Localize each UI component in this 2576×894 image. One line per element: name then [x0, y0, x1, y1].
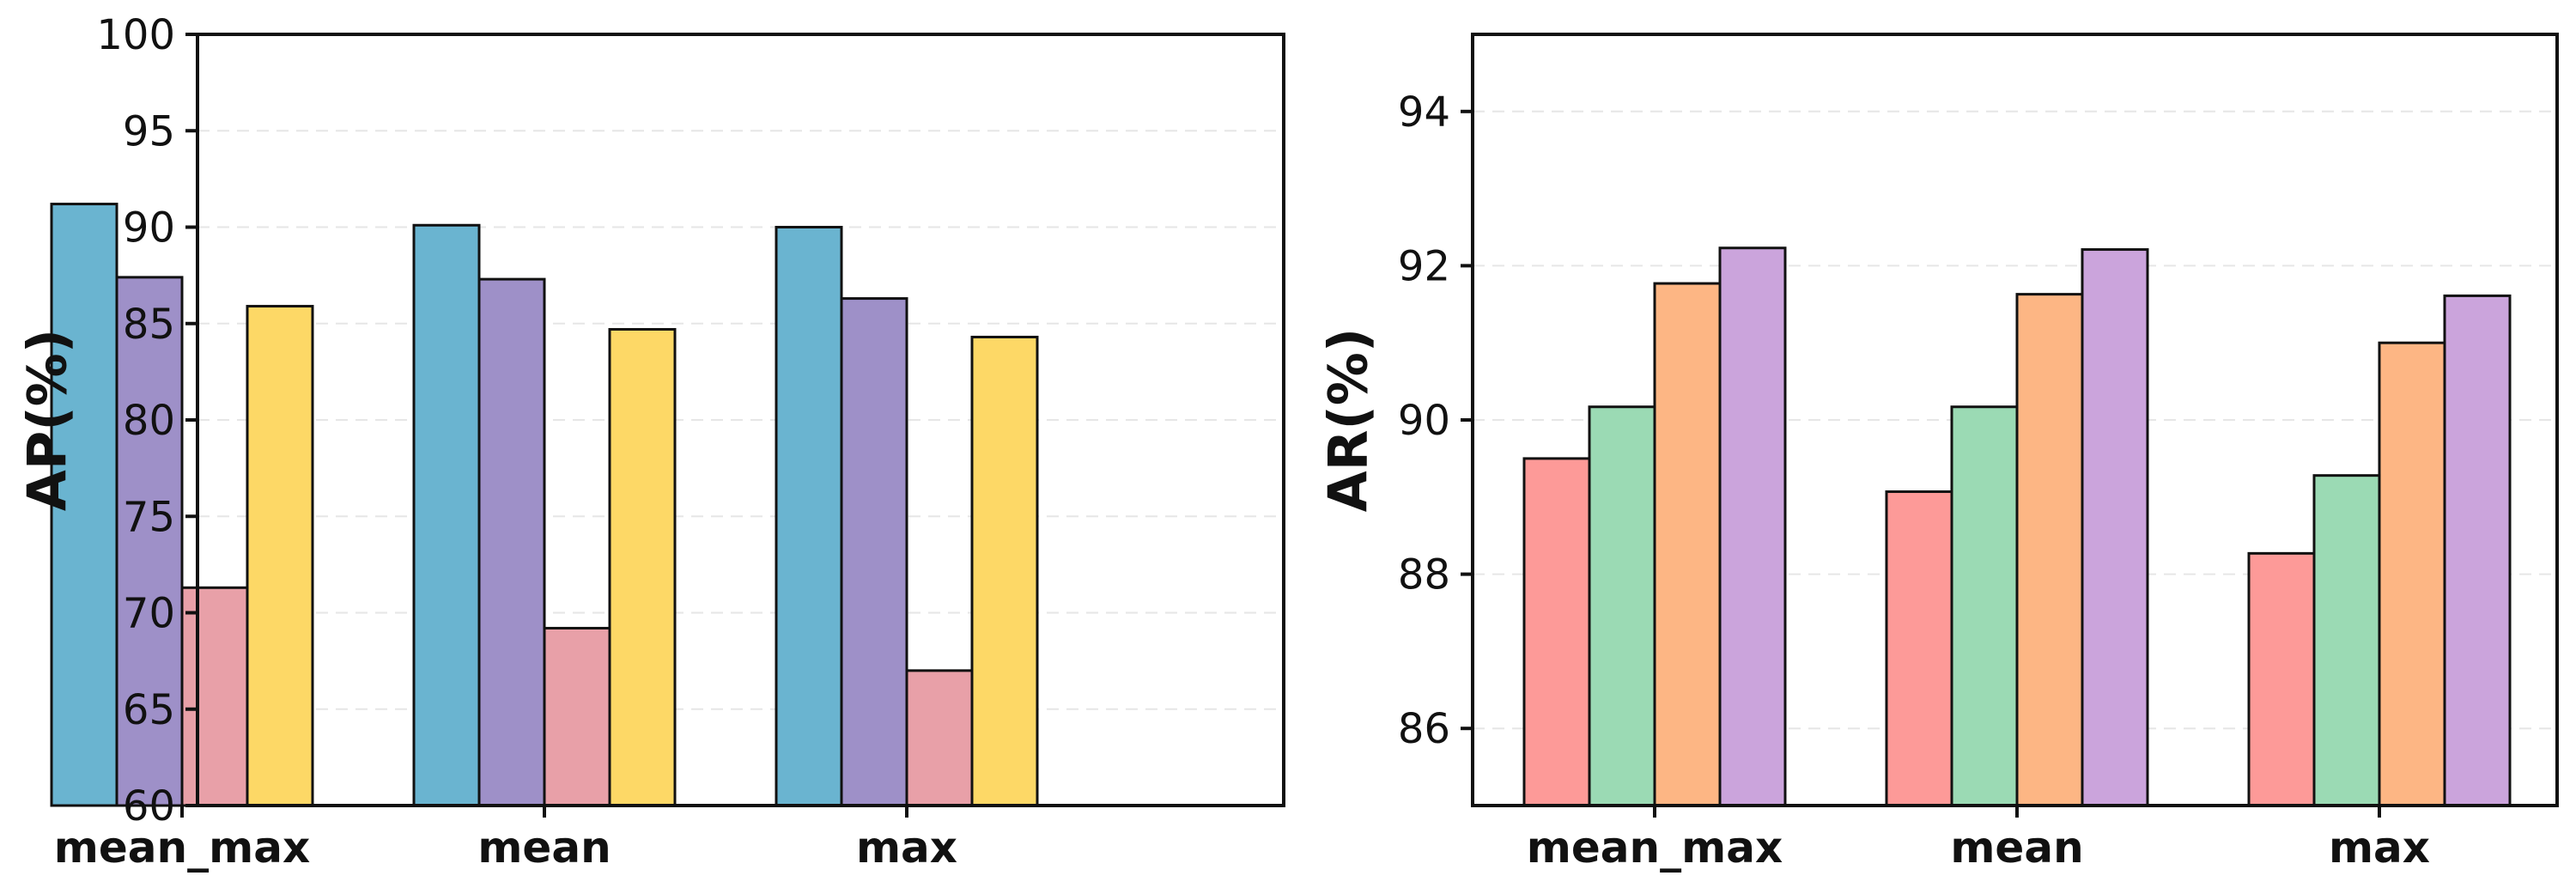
bar — [2081, 248, 2149, 807]
bar — [543, 626, 611, 807]
x-tick-label: max — [856, 823, 957, 873]
plot-frame — [1471, 33, 2559, 807]
y-tick-label: 95 — [123, 107, 175, 155]
bar — [775, 226, 843, 807]
y-tick-label: 100 — [96, 11, 175, 59]
y-tick-label: 90 — [1398, 397, 1450, 445]
y-tick-label: 85 — [123, 301, 175, 349]
x-tick-label: max — [2329, 823, 2430, 873]
bar — [412, 223, 481, 807]
y-tick-label: 86 — [1398, 705, 1450, 753]
y-tick-label: 60 — [123, 782, 175, 830]
y-tick-label: 90 — [123, 204, 175, 252]
bar — [840, 297, 908, 807]
y-tick-label: 75 — [123, 493, 175, 541]
y-tick-label: 80 — [123, 397, 175, 445]
bar — [1885, 490, 1953, 807]
bar — [2015, 293, 2084, 807]
bar — [608, 327, 677, 807]
x-tick-label: mean_max — [1527, 823, 1783, 873]
bar — [1950, 405, 2019, 807]
ar-chart-panel: mean_max mean max 86 88 90 92 94 AR(%) — [1317, 33, 2559, 873]
bar — [477, 277, 546, 807]
y-axis-label: AR(%) — [1317, 328, 1380, 513]
bar — [1522, 457, 1591, 807]
plot-frame — [196, 33, 1285, 807]
y-axis-label: AP(%) — [16, 329, 79, 511]
ap-chart-panel: mean_max mean max 60 65 70 75 80 85 90 95 100 AP(%) — [16, 11, 1285, 873]
bar — [905, 669, 974, 807]
bar — [970, 335, 1039, 807]
bar — [2312, 474, 2381, 807]
y-tick-label: 65 — [123, 686, 175, 734]
y-tick-label: 88 — [1398, 551, 1450, 599]
x-tick-label: mean — [1950, 823, 2083, 873]
bar — [2378, 341, 2446, 807]
bar — [115, 276, 184, 807]
bar — [50, 203, 118, 807]
x-tick-label: mean_max — [54, 823, 310, 873]
y-tick-label: 70 — [123, 590, 175, 638]
y-tick-label: 94 — [1398, 88, 1450, 137]
bar — [246, 305, 314, 807]
x-tick-label: mean — [477, 823, 611, 873]
bar — [1588, 405, 1656, 807]
bar — [2443, 294, 2512, 807]
bar — [1718, 246, 1787, 807]
bar — [1653, 282, 1722, 807]
y-tick-label: 92 — [1398, 242, 1450, 290]
bar — [180, 586, 249, 807]
bar — [2247, 551, 2316, 807]
